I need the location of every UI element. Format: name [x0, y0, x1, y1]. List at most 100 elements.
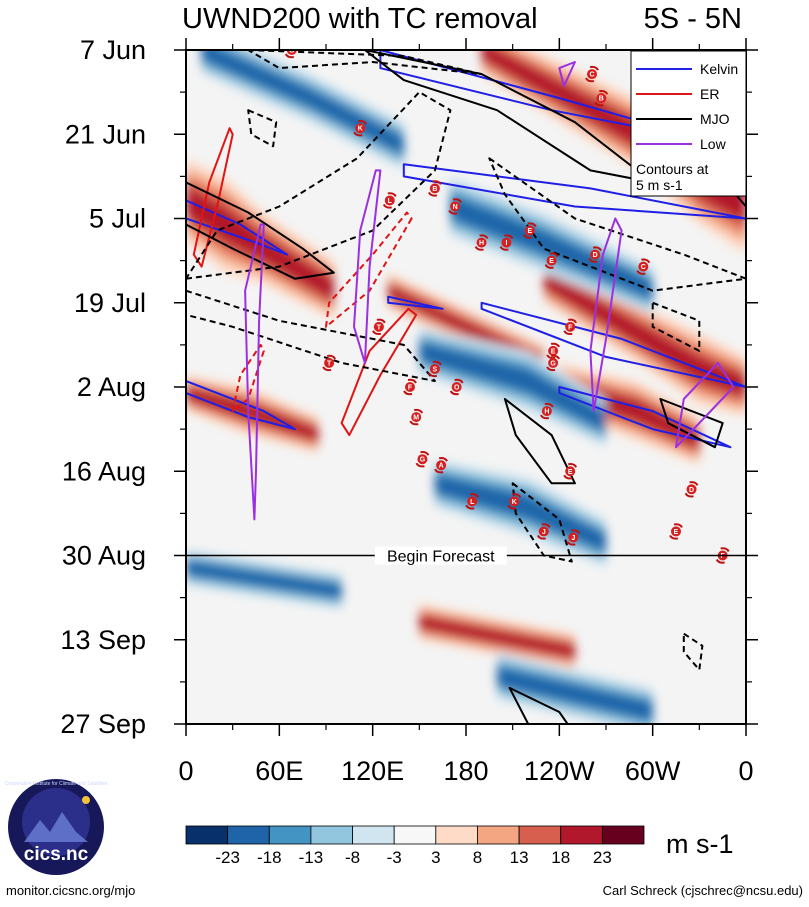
colorbar-bin: [352, 825, 395, 845]
neg-band-2-level: [201, 50, 404, 155]
tc-symbol: K: [353, 120, 368, 137]
tc-label: D: [593, 252, 598, 259]
y-tick-label: 5 Jul: [89, 204, 146, 234]
tc-label: G: [550, 360, 556, 367]
tc-label: G: [289, 48, 295, 55]
tc-symbol: H: [474, 234, 489, 251]
chart-subtitle: 5S - 5N: [644, 3, 742, 35]
tc-symbol: J: [536, 523, 551, 540]
mjo-contour: [503, 398, 576, 485]
x-tick-label: 180: [443, 756, 488, 786]
tc-dot: [546, 255, 557, 266]
er-contour: [192, 127, 234, 268]
tc-label: O: [454, 385, 460, 392]
tc-symbol: H: [539, 402, 554, 420]
tc-swirl: [427, 360, 442, 378]
tc-symbol: B: [594, 89, 609, 107]
tc-symbol: S: [427, 360, 442, 378]
tc-dot: [384, 195, 395, 206]
mjo-contour: [247, 109, 278, 148]
tc-dot: [541, 406, 552, 417]
kelvin-contour: [186, 380, 296, 431]
mjo-contour: [247, 50, 483, 76]
er-contour: [231, 343, 265, 413]
tc-dot: [524, 225, 535, 236]
pos-band-8-level: [419, 615, 575, 658]
tc-swirl: [546, 342, 561, 360]
tc-swirl: [585, 65, 599, 83]
tc-symbol: E: [669, 523, 683, 540]
tc-label: E: [674, 529, 679, 536]
tc-swirl: [684, 481, 699, 498]
tc-label: L: [388, 198, 393, 205]
colorbar-tick-label: 3: [431, 848, 440, 867]
tc-label: C: [589, 72, 594, 79]
colorbar-tick-label: -8: [345, 848, 360, 867]
tc-swirl: [669, 523, 683, 540]
tc-dot: [286, 50, 297, 55]
forecast-label: Begin Forecast: [387, 549, 495, 566]
tc-symbol: C: [585, 65, 599, 83]
tc-label: J: [571, 535, 575, 542]
legend-note-line-2: 5 m s-1: [636, 177, 683, 193]
mjo-contour: [186, 91, 452, 280]
tc-swirl: [382, 192, 397, 209]
tc-dot: [638, 261, 649, 272]
tc-symbol: F: [403, 378, 417, 396]
logo-mountains: [24, 812, 88, 842]
mjo-contour: [488, 157, 746, 292]
tc-dot: [568, 532, 579, 543]
colorbar-bin: [518, 825, 562, 845]
tc-swirl: [566, 529, 581, 546]
tc-swirl: [715, 547, 730, 564]
er-contour: [340, 307, 418, 437]
y-tick-label: 7 Jun: [80, 35, 146, 65]
tc-symbol: E: [546, 342, 561, 360]
x-axis: 0 60E 120E 180 120W 60W 0: [178, 38, 754, 786]
tc-swirl: [415, 451, 430, 468]
tc-swirl: [474, 234, 489, 251]
colorbar-tick-label: 13: [510, 848, 529, 867]
tc-dot: [324, 357, 335, 368]
colorbar-tick-label: 23: [593, 848, 612, 867]
tc-dot: [417, 454, 428, 465]
tc-swirl: [448, 198, 463, 215]
tc-dot: [373, 321, 384, 332]
tc-label: F: [721, 553, 726, 560]
tc-symbol: O: [449, 378, 464, 396]
tc-label: G: [420, 457, 426, 464]
colorbar-tick-label: -3: [387, 848, 402, 867]
tc-symbol: D: [684, 481, 699, 498]
logo-text: cics.nc: [24, 844, 89, 865]
tc-dot: [671, 526, 681, 537]
contour-layer: [186, 50, 746, 724]
colorbar-bin: [477, 825, 520, 845]
low-contour: [589, 217, 623, 413]
tc-symbol: K: [507, 493, 522, 510]
tc-label: L: [470, 499, 475, 506]
tc-label: J: [542, 529, 546, 536]
mjo-contour: [186, 181, 335, 280]
low-contour: [244, 223, 265, 521]
tc-symbol: E: [563, 463, 578, 480]
mjo-contour: [651, 301, 701, 352]
tc-dot: [476, 237, 487, 248]
tc-label: E: [551, 348, 556, 355]
tc-dot: [548, 345, 559, 356]
tc-symbol: M: [409, 408, 424, 426]
legend-label: MJO: [700, 111, 730, 127]
footer-left: monitor.cicsnc.org/mjo: [6, 883, 135, 898]
tc-label: E: [549, 258, 554, 265]
tc-symbol: B: [427, 180, 442, 197]
colorbar-bin: [560, 825, 603, 845]
er-contour: [325, 211, 413, 328]
chart-title: UWND200 with TC removal: [182, 3, 538, 35]
tc-symbol: T: [371, 318, 386, 336]
colorbar-bin: [601, 825, 645, 845]
tc-dot: [501, 237, 512, 248]
tc-dot: [436, 460, 447, 471]
tc-dot: [429, 183, 440, 194]
tc-swirl: [449, 378, 464, 396]
tc-swirl: [544, 252, 559, 269]
mjo-contour: [508, 686, 569, 724]
